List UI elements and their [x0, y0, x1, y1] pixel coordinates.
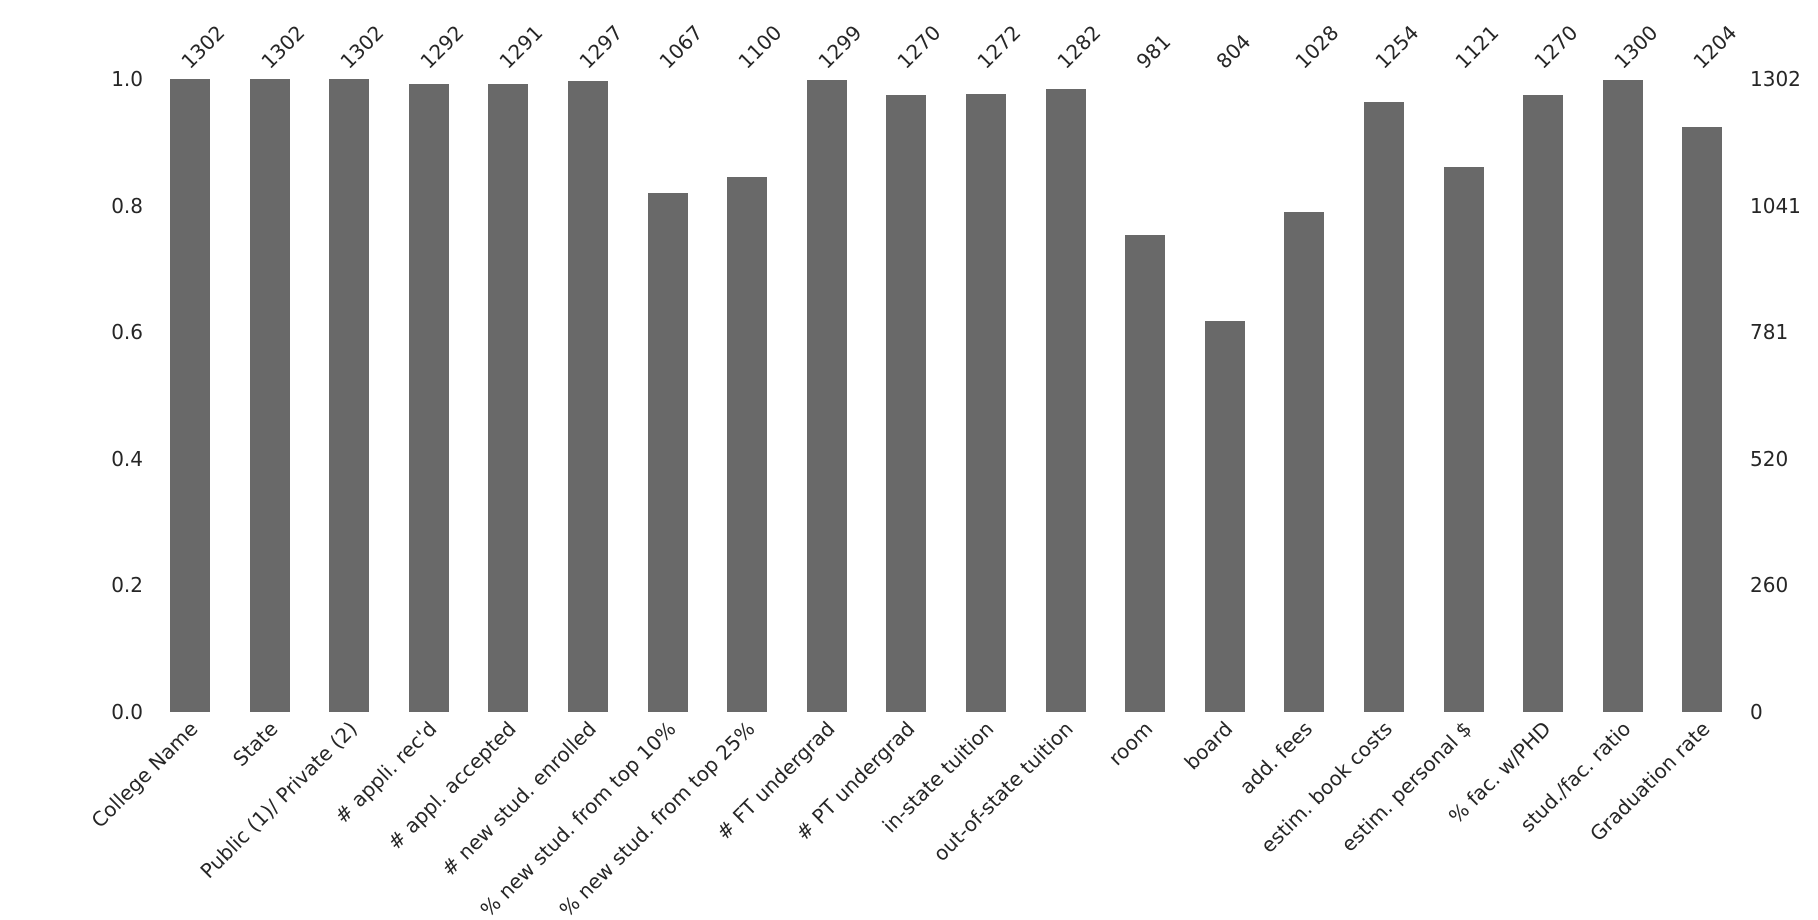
x-tick-label: Public (1)/ Private (2): [195, 716, 362, 884]
bar: [1682, 126, 1723, 712]
y-tick-label-left: 1.0: [111, 67, 143, 91]
bar: [886, 94, 927, 712]
bar-value-label: 1299: [813, 20, 867, 74]
bar: [1045, 88, 1086, 712]
x-tick-label: State: [227, 716, 283, 771]
y-tick-label-left: 0.8: [111, 193, 143, 218]
bar: [329, 79, 370, 712]
bar: [1602, 79, 1643, 712]
bar-value-label: 1282: [1052, 20, 1106, 74]
x-tick-label: room: [1104, 716, 1158, 771]
y-tick-label-left: 0.0: [111, 700, 143, 724]
x-tick-label: College Name: [86, 716, 203, 833]
bar: [647, 193, 688, 712]
bar-value-label: 1292: [415, 20, 469, 74]
bar-value-label: 1121: [1450, 20, 1504, 74]
x-tick-label: board: [1179, 716, 1238, 775]
bar-value-label: 1291: [494, 20, 548, 74]
bar-value-label: 1100: [733, 20, 787, 74]
bar: [1364, 102, 1404, 712]
bar: [1523, 94, 1564, 712]
y-tick-label-right: 781: [1750, 320, 1789, 345]
bar-value-label: 1270: [892, 20, 946, 74]
y-tick-label-right: 260: [1750, 573, 1789, 598]
bar-value-label: 1302: [335, 20, 389, 74]
bar: [1443, 166, 1484, 712]
bar: [488, 84, 529, 712]
bar: [1204, 321, 1245, 712]
bar: [568, 81, 608, 712]
bar: [727, 177, 768, 712]
y-tick-label-left: 0.2: [111, 573, 143, 598]
bar-value-label: 1204: [1688, 20, 1742, 74]
bar-value-label: 1300: [1609, 20, 1663, 74]
y-tick-label-right: 1041: [1750, 193, 1801, 218]
bar-value-label: 1297: [574, 20, 628, 74]
bar-value-label: 1254: [1370, 20, 1424, 74]
y-tick-label-right: 0: [1750, 700, 1763, 724]
y-tick-label-left: 0.6: [111, 320, 143, 345]
x-tick-label: # new stud. enrolled: [436, 716, 601, 881]
bar-value-label: 1270: [1529, 20, 1583, 74]
bar-value-label: 1302: [256, 20, 310, 74]
y-tick-label-right: 520: [1750, 446, 1789, 471]
bar: [249, 79, 290, 712]
bar: [170, 79, 210, 712]
bar: [1125, 235, 1166, 712]
bar-value-label: 804: [1211, 29, 1256, 74]
x-tick-label: add. fees: [1234, 716, 1317, 799]
bar: [806, 80, 847, 712]
bar-value-label: 1302: [176, 20, 230, 74]
y-tick-label-left: 0.4: [111, 446, 143, 471]
bar: [408, 83, 449, 712]
bar: [1284, 212, 1325, 712]
bar: [966, 93, 1006, 712]
y-tick-label-right: 1302: [1750, 67, 1801, 91]
bar-value-label: 1028: [1290, 20, 1344, 74]
bar-value-label: 1272: [972, 20, 1026, 74]
x-tick-label: out-of-state tuition: [928, 716, 1079, 866]
bar-value-label: 981: [1131, 29, 1176, 74]
bar-value-label: 1067: [654, 20, 708, 74]
